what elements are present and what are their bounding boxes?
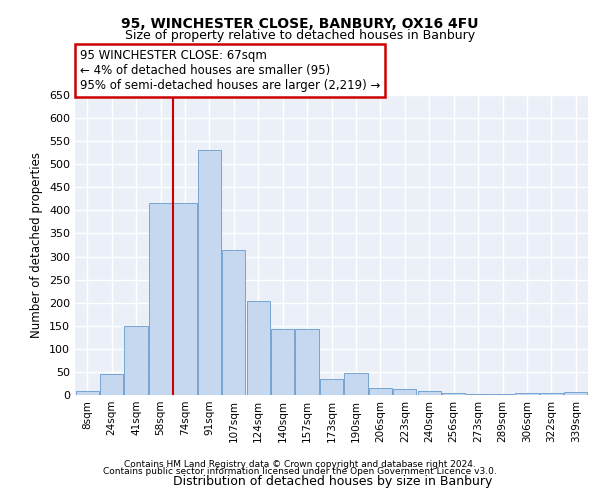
Bar <box>466 394 490 395</box>
Bar <box>100 374 123 395</box>
Bar <box>442 392 465 395</box>
Text: 95 WINCHESTER CLOSE: 67sqm
← 4% of detached houses are smaller (95)
95% of semi-: 95 WINCHESTER CLOSE: 67sqm ← 4% of detac… <box>80 49 380 92</box>
Text: Size of property relative to detached houses in Banbury: Size of property relative to detached ho… <box>125 29 475 42</box>
Bar <box>198 150 221 395</box>
Text: 95, WINCHESTER CLOSE, BANBURY, OX16 4FU: 95, WINCHESTER CLOSE, BANBURY, OX16 4FU <box>121 18 479 32</box>
Bar <box>540 392 563 395</box>
Bar <box>173 204 197 395</box>
Text: Contains HM Land Registry data © Crown copyright and database right 2024.: Contains HM Land Registry data © Crown c… <box>124 460 476 469</box>
Bar <box>393 389 416 395</box>
Y-axis label: Number of detached properties: Number of detached properties <box>31 152 43 338</box>
Text: Contains public sector information licensed under the Open Government Licence v3: Contains public sector information licen… <box>103 467 497 476</box>
Bar <box>295 329 319 395</box>
Bar <box>222 250 245 395</box>
Bar <box>369 388 392 395</box>
Bar <box>149 204 172 395</box>
Bar <box>564 392 587 395</box>
Bar <box>418 392 441 395</box>
Bar <box>247 302 270 395</box>
Text: Distribution of detached houses by size in Banbury: Distribution of detached houses by size … <box>173 474 493 488</box>
Bar <box>76 392 99 395</box>
Bar <box>124 326 148 395</box>
Bar <box>320 379 343 395</box>
Bar <box>491 394 514 395</box>
Bar <box>271 329 294 395</box>
Bar <box>344 373 368 395</box>
Bar <box>515 392 539 395</box>
